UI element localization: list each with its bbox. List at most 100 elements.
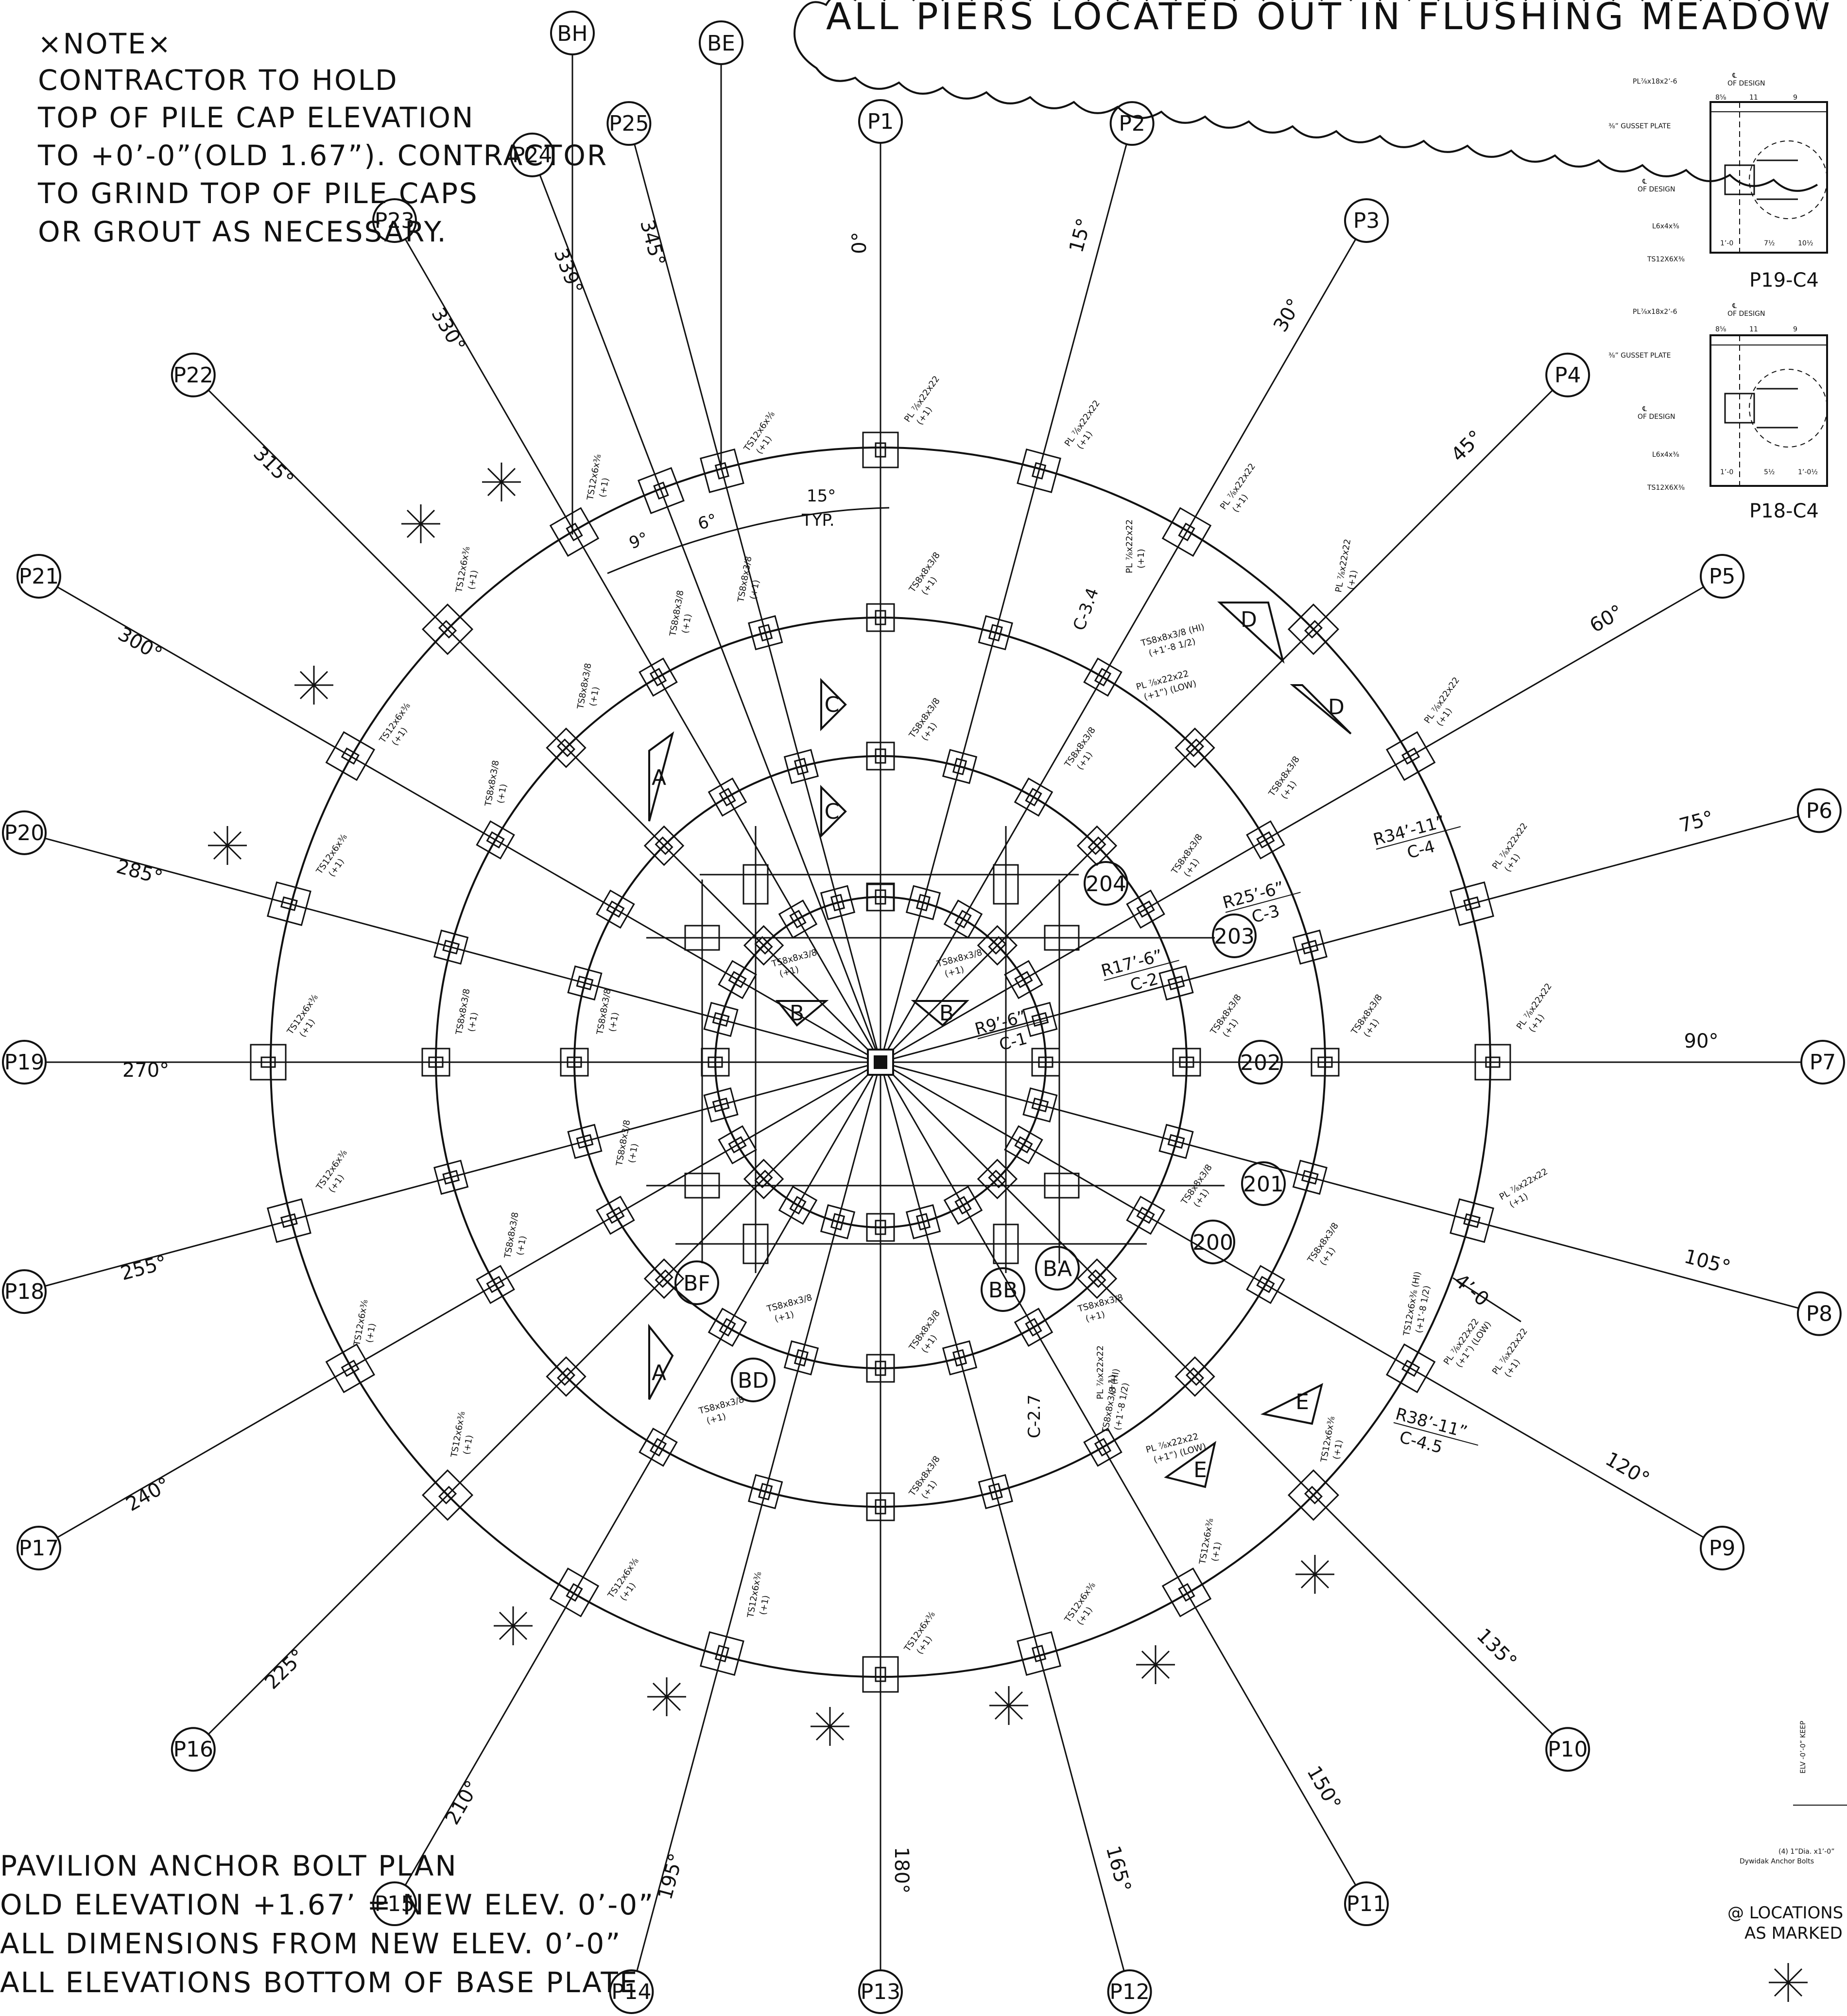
svg-text:(+1): (+1): [515, 1235, 529, 1257]
svg-text:P10: P10: [1548, 1737, 1588, 1762]
base-plate: [862, 431, 899, 468]
base-plate: [1126, 889, 1165, 929]
svg-text:P23: P23: [375, 208, 415, 233]
base-plate: [1076, 1258, 1118, 1299]
svg-text:BF: BF: [683, 1271, 710, 1296]
bolt-note-1: (4) 1”Dia. x1’-0”: [1778, 1848, 1834, 1856]
svg-text:C: C: [825, 799, 840, 824]
svg-text:E: E: [1295, 1390, 1309, 1414]
inner-framing: [646, 826, 1225, 1273]
base-plate: [708, 1308, 747, 1347]
note-title: ×NOTE×: [38, 27, 172, 60]
bubble-204: 204: [1084, 861, 1128, 906]
note-line-1: CONTRACTOR TO HOLD: [38, 64, 398, 97]
pile-marker: [401, 504, 440, 543]
base-plate: [1017, 1631, 1062, 1676]
base-plate: [596, 889, 635, 929]
svg-text:TS12X6X⅜: TS12X6X⅜: [1647, 484, 1685, 492]
base-plate: [1311, 1048, 1340, 1077]
base-plate: [546, 727, 587, 768]
note-line-5: OR GROUT AS NECESSARY.: [38, 215, 448, 248]
angle-label-p22: 315°: [249, 442, 298, 491]
svg-text:P9: P9: [1709, 1536, 1736, 1561]
svg-text:9: 9: [1793, 94, 1797, 102]
svg-text:P17: P17: [19, 1536, 59, 1561]
base-plate: [718, 960, 757, 999]
base-plate: [567, 1123, 603, 1159]
revision-cloud: ALL PIERS LOCATED OUT IN FLUSHING MEADOW…: [794, 0, 1847, 192]
svg-text:(+1): (+1): [588, 686, 602, 707]
svg-text:P6: P6: [1806, 798, 1833, 823]
svg-text:8⅝: 8⅝: [1715, 94, 1726, 102]
angle-label-p5: 60°: [1586, 601, 1627, 637]
svg-text:(+1): (+1): [364, 1323, 378, 1344]
base-plate: [1004, 960, 1043, 999]
angle-label-p11: 150°: [1302, 1762, 1345, 1814]
radial-line-p25: [634, 144, 881, 1063]
pile-marker: [1136, 1645, 1175, 1684]
radial-line-p3: [880, 239, 1357, 1063]
base-plate: [943, 899, 983, 939]
svg-text:⅜” GUSSET PLATE: ⅜” GUSSET PLATE: [1608, 352, 1671, 360]
pier-bubble-p11: P11: [1344, 1881, 1389, 1927]
base-plate: [1174, 1356, 1215, 1397]
base-plate: [1076, 825, 1118, 866]
base-plate: [1385, 1343, 1436, 1394]
base-plate: [422, 603, 474, 655]
svg-text:BE: BE: [707, 31, 735, 56]
angle-label-p24: 339°: [549, 245, 587, 297]
base-plate: [778, 1186, 818, 1225]
svg-text:(+1): (+1): [1107, 1375, 1117, 1395]
svg-text:P7: P7: [1810, 1050, 1836, 1075]
svg-text:℄: ℄: [1642, 178, 1647, 186]
svg-text:8⅝: 8⅝: [1715, 326, 1726, 333]
base-plate: [1287, 1469, 1339, 1521]
pile-marker: [482, 463, 521, 501]
radial-line-p18: [45, 1061, 881, 1287]
typ-text: TYP.: [801, 511, 835, 530]
svg-text:1’-0: 1’-0: [1720, 468, 1733, 476]
angle-label-p15: 210°: [441, 1777, 484, 1828]
member-callouts: TS12x6x⅜(+1) TS12x6x⅜(+1) PL ⅞x22x22(+1)…: [285, 374, 1554, 1656]
base-plate: [943, 1186, 983, 1225]
base-plate: [1172, 1048, 1201, 1077]
bolt-note-2: Dywidak Anchor Bolts: [1740, 1858, 1814, 1865]
radial-line-p4: [880, 389, 1554, 1063]
base-plate: [476, 820, 515, 860]
angle-6: 6°: [696, 510, 719, 534]
radial-lines: 0° 15° 30° 45° 60° 75° 90° 105° 120° 135° 150° 165°…: [45, 143, 1801, 1971]
svg-text:P15: P15: [375, 1892, 415, 1916]
base-plate: [1158, 965, 1194, 1001]
pile-markers: [208, 463, 1334, 1746]
pier-bubbles: P1 P2 P3 P4 P5 P6 P7 P8 P9 P10 P11 P12 P13 P14 P15 P16 P…: [2, 99, 1845, 2014]
svg-text:P20: P20: [4, 821, 45, 845]
svg-text:(+1): (+1): [748, 579, 762, 601]
base-plate: [743, 1158, 784, 1200]
svg-text:P5: P5: [1709, 564, 1736, 589]
pier-bubble-p7: P7: [1800, 1040, 1845, 1085]
general-note: ×NOTE× CONTRACTOR TO HOLD TOP OF PILE CA…: [37, 27, 606, 248]
radial-line-p17: [57, 1061, 881, 1538]
note-line-4: TO GRIND TOP OF PILE CAPS: [37, 177, 479, 210]
svg-text:P4: P4: [1554, 363, 1581, 388]
svg-text:P12: P12: [1109, 1980, 1150, 2004]
pier-bubble-p13: P13: [858, 1969, 903, 2014]
base-plate: [778, 899, 818, 939]
base-plate: [1022, 1087, 1058, 1123]
bubble-203: 203: [1212, 913, 1257, 958]
base-plate: [905, 1204, 941, 1240]
svg-text:(+1): (+1): [1210, 1541, 1224, 1563]
base-plate: [1450, 1198, 1494, 1243]
base-plate: [718, 1125, 757, 1165]
pier-bubble-p23: P23: [372, 198, 417, 243]
svg-text:(+1): (+1): [466, 1012, 480, 1033]
angle-label-p17: 240°: [122, 1473, 174, 1516]
pier-bubble-p17: P17: [16, 1526, 61, 1570]
pier-bubble-p3: P3: [1344, 198, 1389, 243]
base-plate: [1022, 1001, 1058, 1037]
section-a-1: A: [648, 731, 674, 822]
svg-text:10½: 10½: [1798, 240, 1813, 247]
base-plate: [643, 825, 685, 866]
angle-label-p19: 270°: [122, 1059, 169, 1082]
note-line-2: TOP OF PILE CAP ELEVATION: [37, 101, 474, 134]
